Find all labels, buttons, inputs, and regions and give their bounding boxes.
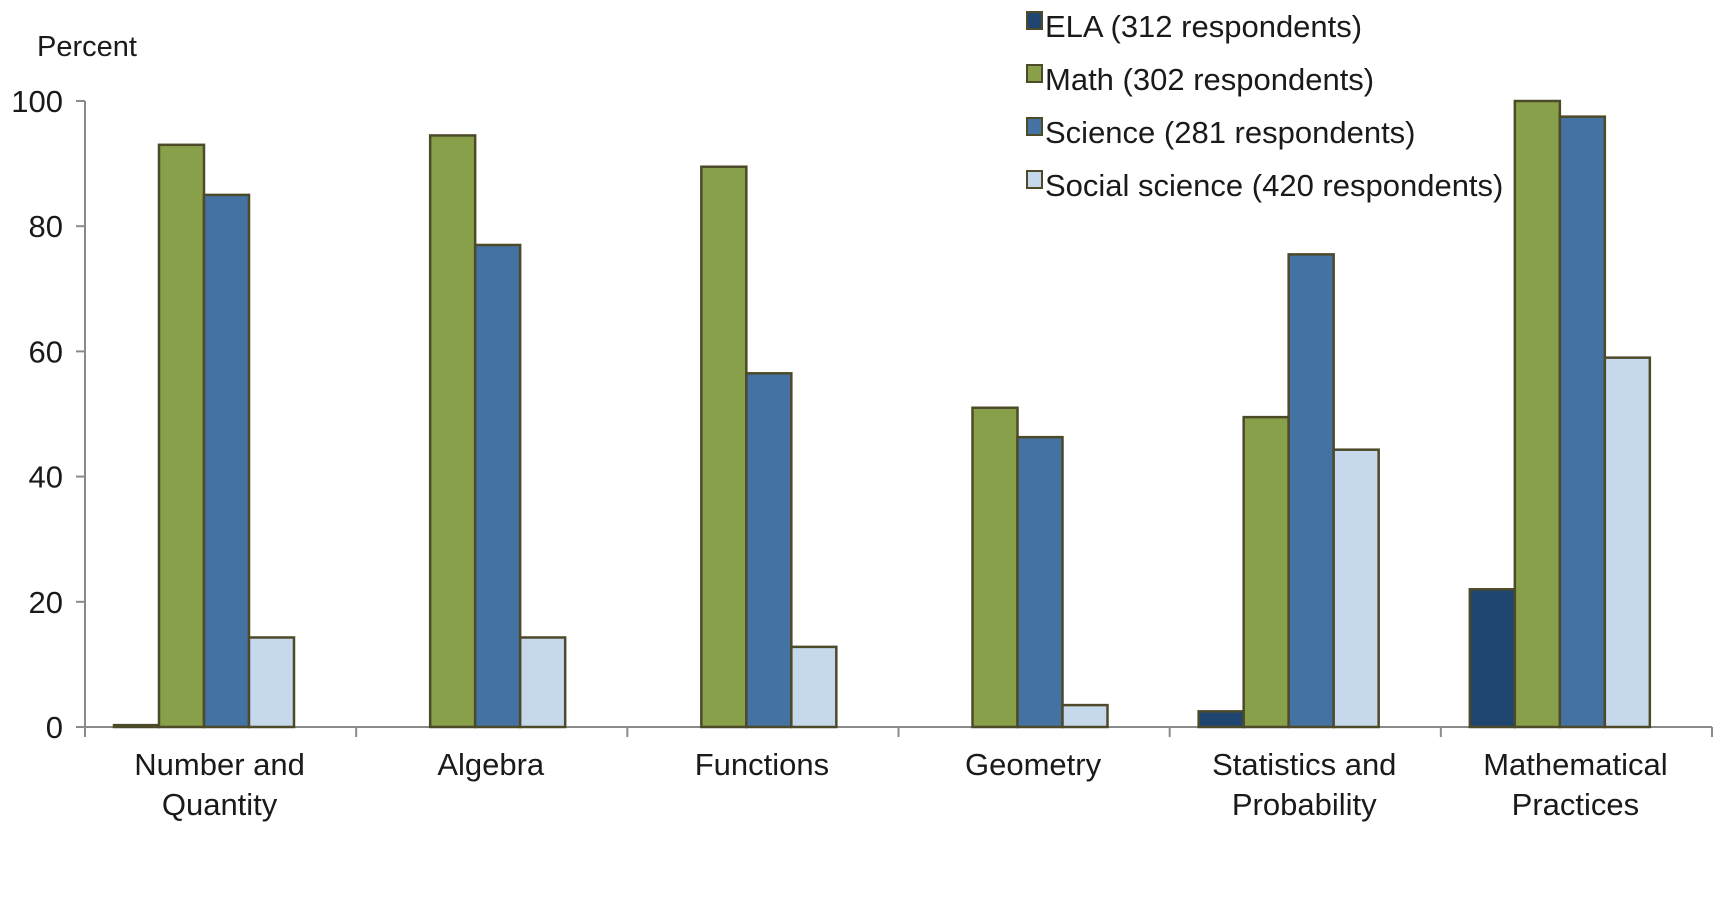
bar bbox=[1061, 703, 1109, 729]
bar bbox=[1242, 415, 1290, 729]
legend: ELA (312 respondents) Math (302 responden… bbox=[1026, 9, 1503, 203]
bar bbox=[157, 143, 206, 729]
legend-label: ELA (312 respondents) bbox=[1045, 9, 1362, 44]
bar bbox=[1016, 435, 1064, 729]
x-category-label-line: Functions bbox=[695, 747, 829, 782]
x-category-label: Mathematical Practices bbox=[1483, 747, 1667, 822]
legend-swatch bbox=[1026, 170, 1043, 189]
y-tick-label: 80 bbox=[29, 209, 63, 244]
bar bbox=[1332, 448, 1380, 729]
bar bbox=[1468, 588, 1517, 729]
bar bbox=[518, 636, 567, 729]
bar bbox=[428, 134, 477, 729]
legend-swatch bbox=[1026, 11, 1043, 30]
bar bbox=[202, 193, 251, 729]
bar bbox=[700, 165, 748, 729]
legend-label: Math (302 respondents) bbox=[1045, 62, 1374, 97]
x-category-label-line: Algebra bbox=[437, 747, 545, 782]
legend-swatch bbox=[1026, 64, 1043, 83]
x-category-label-line: Probability bbox=[1232, 787, 1377, 822]
bar bbox=[1558, 115, 1607, 729]
y-tick-label: 40 bbox=[29, 460, 63, 495]
y-tick-label: 60 bbox=[29, 334, 63, 369]
bar bbox=[1603, 356, 1652, 729]
bar bbox=[745, 372, 793, 729]
bars-group bbox=[112, 99, 1652, 729]
x-category-label: Geometry bbox=[965, 747, 1102, 782]
bar bbox=[112, 723, 161, 729]
y-axis-label: Percent bbox=[37, 31, 137, 63]
bar bbox=[473, 243, 522, 729]
legend-swatch bbox=[1026, 117, 1043, 136]
x-category-label: Number and Quantity bbox=[134, 747, 305, 822]
bar bbox=[247, 636, 296, 729]
x-category-label: Functions bbox=[695, 747, 829, 782]
y-tick-labels: 0 20 40 60 80 100 bbox=[11, 84, 63, 745]
bar bbox=[790, 645, 838, 729]
x-category-labels: Number and Quantity Algebra Functions Geomet… bbox=[134, 747, 1667, 822]
x-category-label-line: Quantity bbox=[162, 787, 278, 822]
x-category-label-line: Statistics and bbox=[1212, 747, 1396, 782]
x-category-label-line: Practices bbox=[1512, 787, 1639, 822]
x-category-label: Statistics and Probability bbox=[1212, 747, 1396, 822]
legend-label: Science (281 respondents) bbox=[1045, 115, 1416, 150]
y-tick-label: 20 bbox=[29, 585, 63, 620]
x-category-label: Algebra bbox=[437, 747, 545, 782]
bar bbox=[971, 406, 1019, 729]
axes-group bbox=[76, 100, 1713, 737]
bar bbox=[1197, 710, 1245, 729]
legend-label: Social science (420 respondents) bbox=[1045, 168, 1503, 203]
bar bbox=[1287, 253, 1335, 729]
y-tick-label: 100 bbox=[11, 84, 63, 119]
y-tick-label: 0 bbox=[46, 710, 63, 745]
x-category-label-line: Geometry bbox=[965, 747, 1102, 782]
x-category-label-line: Mathematical bbox=[1483, 747, 1667, 782]
x-category-label-line: Number and bbox=[134, 747, 305, 782]
bar bbox=[1513, 99, 1562, 729]
